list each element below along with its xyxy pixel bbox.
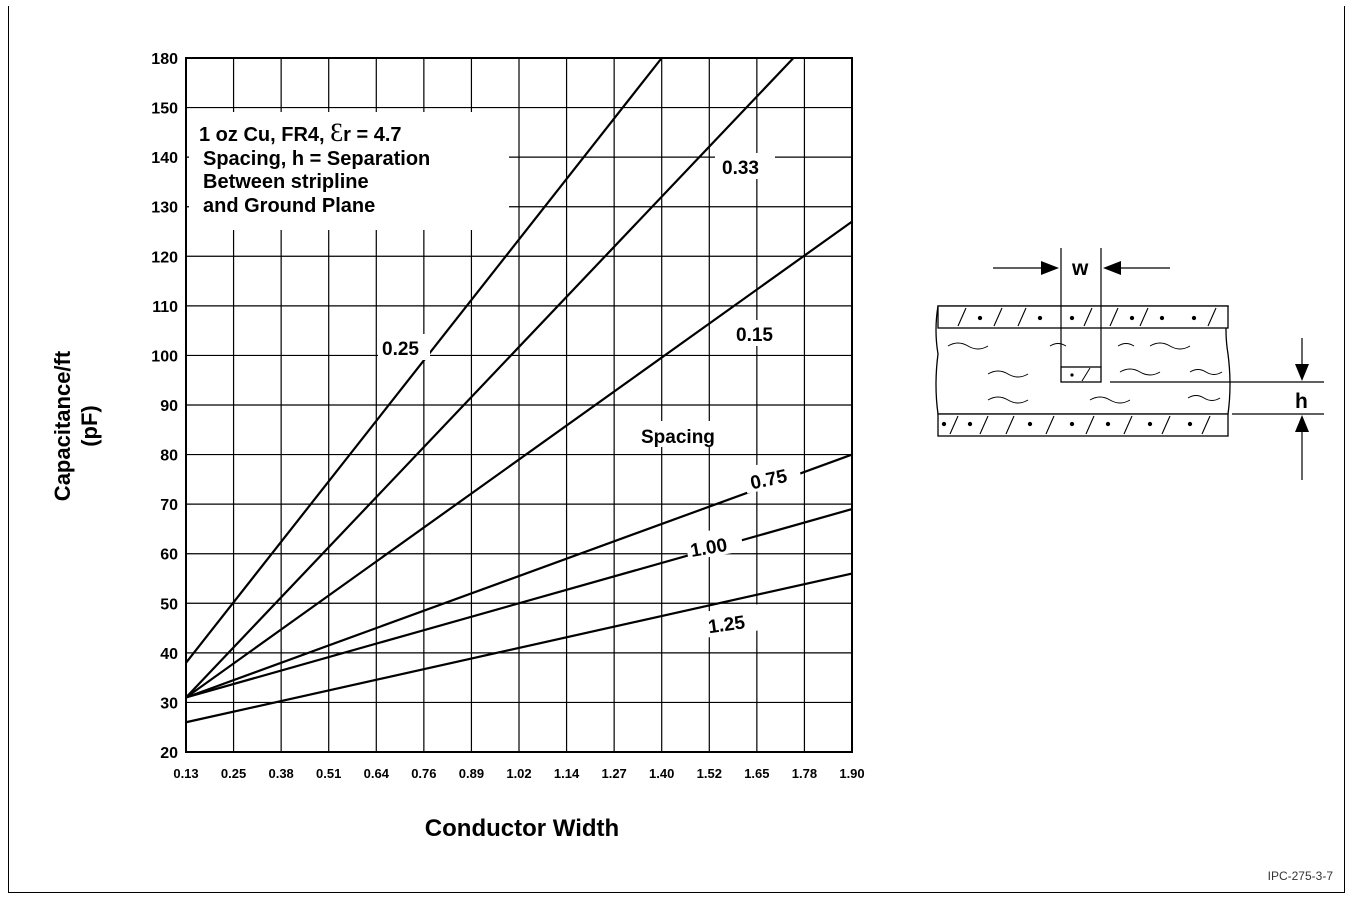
y-tick-label: 30 — [160, 695, 178, 712]
bottom-hatch — [941, 415, 1211, 435]
y-tick-label: 100 — [151, 348, 178, 365]
x-tick-label: 0.76 — [411, 766, 436, 781]
series-label-1-25: 1.25 — [707, 612, 747, 638]
x-axis-ticks: 0.13 0.25 0.38 0.51 0.64 0.76 0.89 1.02 1.14 1.27… — [173, 766, 864, 781]
series-lines — [185, 57, 853, 724]
y-tick-label: 80 — [160, 448, 178, 465]
y-axis-title-line2: (pF) — [77, 405, 102, 447]
series-label-bg-025 — [378, 334, 430, 360]
stripline-diagram: w h — [935, 248, 1324, 480]
y-tick-label: 70 — [160, 497, 178, 514]
height-label: h — [1295, 390, 1308, 413]
note-suffix: r = 4.7 — [343, 124, 401, 146]
figure-frame — [8, 6, 1345, 893]
series-label-bg-033 — [715, 153, 775, 179]
conductor-dot — [1070, 373, 1074, 377]
note-line1: 1 oz Cu, FR4, Ɛr = 4.7 — [199, 118, 402, 147]
x-tick-label: 0.25 — [221, 766, 246, 781]
width-label: w — [1071, 257, 1089, 280]
series-line-0-25 — [185, 57, 663, 664]
series-label-bg-100 — [684, 525, 744, 561]
x-tick-label: 0.38 — [268, 766, 293, 781]
top-ground-plane — [937, 305, 1229, 329]
series-label-0-33: 0.33 — [722, 158, 759, 179]
y-tick-label: 130 — [151, 200, 178, 217]
y-tick-label: 180 — [151, 51, 178, 68]
bottom-ground-plane — [937, 413, 1229, 437]
note-line4: and Ground Plane — [203, 195, 375, 217]
series-label-0-15: 0.15 — [736, 325, 773, 346]
y-axis-ticks: 20 30 40 50 60 70 80 90 100 110 120 130 140 150 180 — [151, 51, 178, 762]
x-tick-label: 0.13 — [173, 766, 198, 781]
epsilon-symbol: Ɛ — [330, 118, 343, 147]
series-label-bg-125 — [702, 604, 762, 638]
dielectric-squiggles — [947, 342, 1223, 404]
series-line-0-75 — [185, 453, 853, 699]
note-line2: Spacing, h = Separation — [203, 148, 430, 170]
x-tick-label: 1.02 — [506, 766, 531, 781]
y-tick-label: 60 — [160, 547, 178, 564]
note-line3: Between stripline — [203, 171, 369, 193]
series-line-0-33 — [185, 57, 795, 699]
spacing-heading: Spacing — [641, 427, 715, 448]
x-tick-label: 1.78 — [792, 766, 817, 781]
x-axis-title: Conductor Width — [425, 815, 619, 842]
height-arrow-top-head — [1295, 364, 1309, 381]
height-arrow-bottom-head — [1295, 415, 1309, 432]
width-arrow-left-head — [1041, 261, 1059, 275]
y-tick-label: 140 — [151, 150, 178, 167]
y-axis-title-line1: Capacitance/ft — [50, 350, 75, 501]
x-tick-label: 1.65 — [744, 766, 769, 781]
series-line-0-15 — [185, 220, 853, 699]
spacing-heading-bg — [636, 421, 740, 447]
y-tick-label: 90 — [160, 398, 178, 415]
x-tick-label: 0.51 — [316, 766, 341, 781]
conductor-hatch — [1081, 367, 1091, 382]
figure-id: IPC-275-3-7 — [1268, 869, 1334, 883]
y-tick-label: 40 — [160, 646, 178, 663]
note-prefix: 1 oz Cu, FR4, — [199, 124, 330, 146]
series-label-bg-075 — [741, 456, 803, 494]
y-tick-label: 120 — [151, 249, 178, 266]
width-arrow-right-head — [1103, 261, 1121, 275]
x-tick-label: 0.89 — [459, 766, 484, 781]
x-tick-label: 1.27 — [601, 766, 626, 781]
x-tick-label: 1.52 — [697, 766, 722, 781]
y-tick-label: 20 — [160, 745, 178, 762]
plot-border — [185, 57, 853, 753]
note-box — [189, 112, 509, 230]
top-hatch — [957, 307, 1217, 327]
x-tick-label: 1.14 — [554, 766, 580, 781]
stripline-conductor — [1060, 366, 1102, 383]
x-tick-label: 1.40 — [649, 766, 674, 781]
x-tick-label: 1.90 — [839, 766, 864, 781]
x-tick-label: 0.64 — [364, 766, 390, 781]
series-line-1-25 — [185, 572, 853, 724]
series-label-0-25: 0.25 — [382, 339, 419, 360]
y-tick-label: 150 — [151, 101, 178, 118]
y-tick-label: 110 — [152, 299, 178, 316]
y-tick-label: 50 — [160, 596, 178, 613]
series-label-bg-015 — [730, 320, 786, 346]
series-labels: 0.25 0.33 0.15 0.75 1.00 1.25 — [378, 153, 803, 638]
